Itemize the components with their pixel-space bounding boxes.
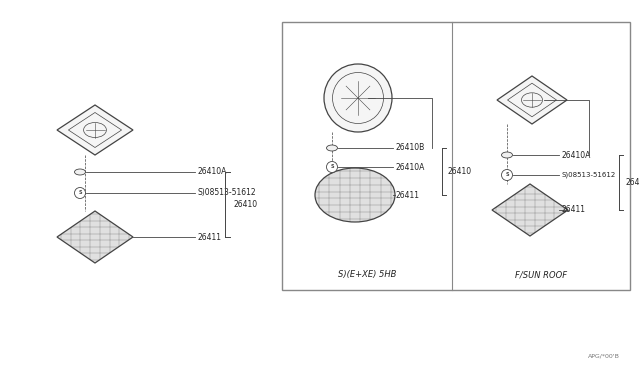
Polygon shape xyxy=(492,184,568,236)
Text: 26411: 26411 xyxy=(561,205,585,215)
Polygon shape xyxy=(57,211,133,263)
Polygon shape xyxy=(57,105,133,155)
Circle shape xyxy=(326,161,337,173)
Text: S)(E+XE) 5HB: S)(E+XE) 5HB xyxy=(338,270,396,279)
Text: 26410B: 26410B xyxy=(395,144,424,153)
Polygon shape xyxy=(497,76,567,124)
Bar xyxy=(282,22,630,290)
Text: 26410: 26410 xyxy=(233,200,257,209)
Text: APG/*00'B: APG/*00'B xyxy=(588,353,620,358)
Text: S: S xyxy=(505,173,509,177)
Text: S)08513-51612: S)08513-51612 xyxy=(197,189,255,198)
Circle shape xyxy=(324,64,392,132)
Text: 26411: 26411 xyxy=(395,190,419,199)
Text: S: S xyxy=(330,164,333,170)
Text: 26411: 26411 xyxy=(197,232,221,241)
Ellipse shape xyxy=(74,169,86,175)
Text: S: S xyxy=(78,190,82,196)
Text: 26410A: 26410A xyxy=(197,167,227,176)
Text: 26410A: 26410A xyxy=(561,151,590,160)
Circle shape xyxy=(502,170,513,180)
Text: 26410: 26410 xyxy=(448,167,472,176)
Ellipse shape xyxy=(502,152,513,158)
Ellipse shape xyxy=(315,168,395,222)
Circle shape xyxy=(74,187,86,199)
Ellipse shape xyxy=(326,145,337,151)
Text: 26410A: 26410A xyxy=(395,163,424,171)
Text: S)08513-51612: S)08513-51612 xyxy=(561,172,615,178)
Text: F/SUN ROOF: F/SUN ROOF xyxy=(515,270,567,279)
Text: 26410: 26410 xyxy=(625,178,640,187)
